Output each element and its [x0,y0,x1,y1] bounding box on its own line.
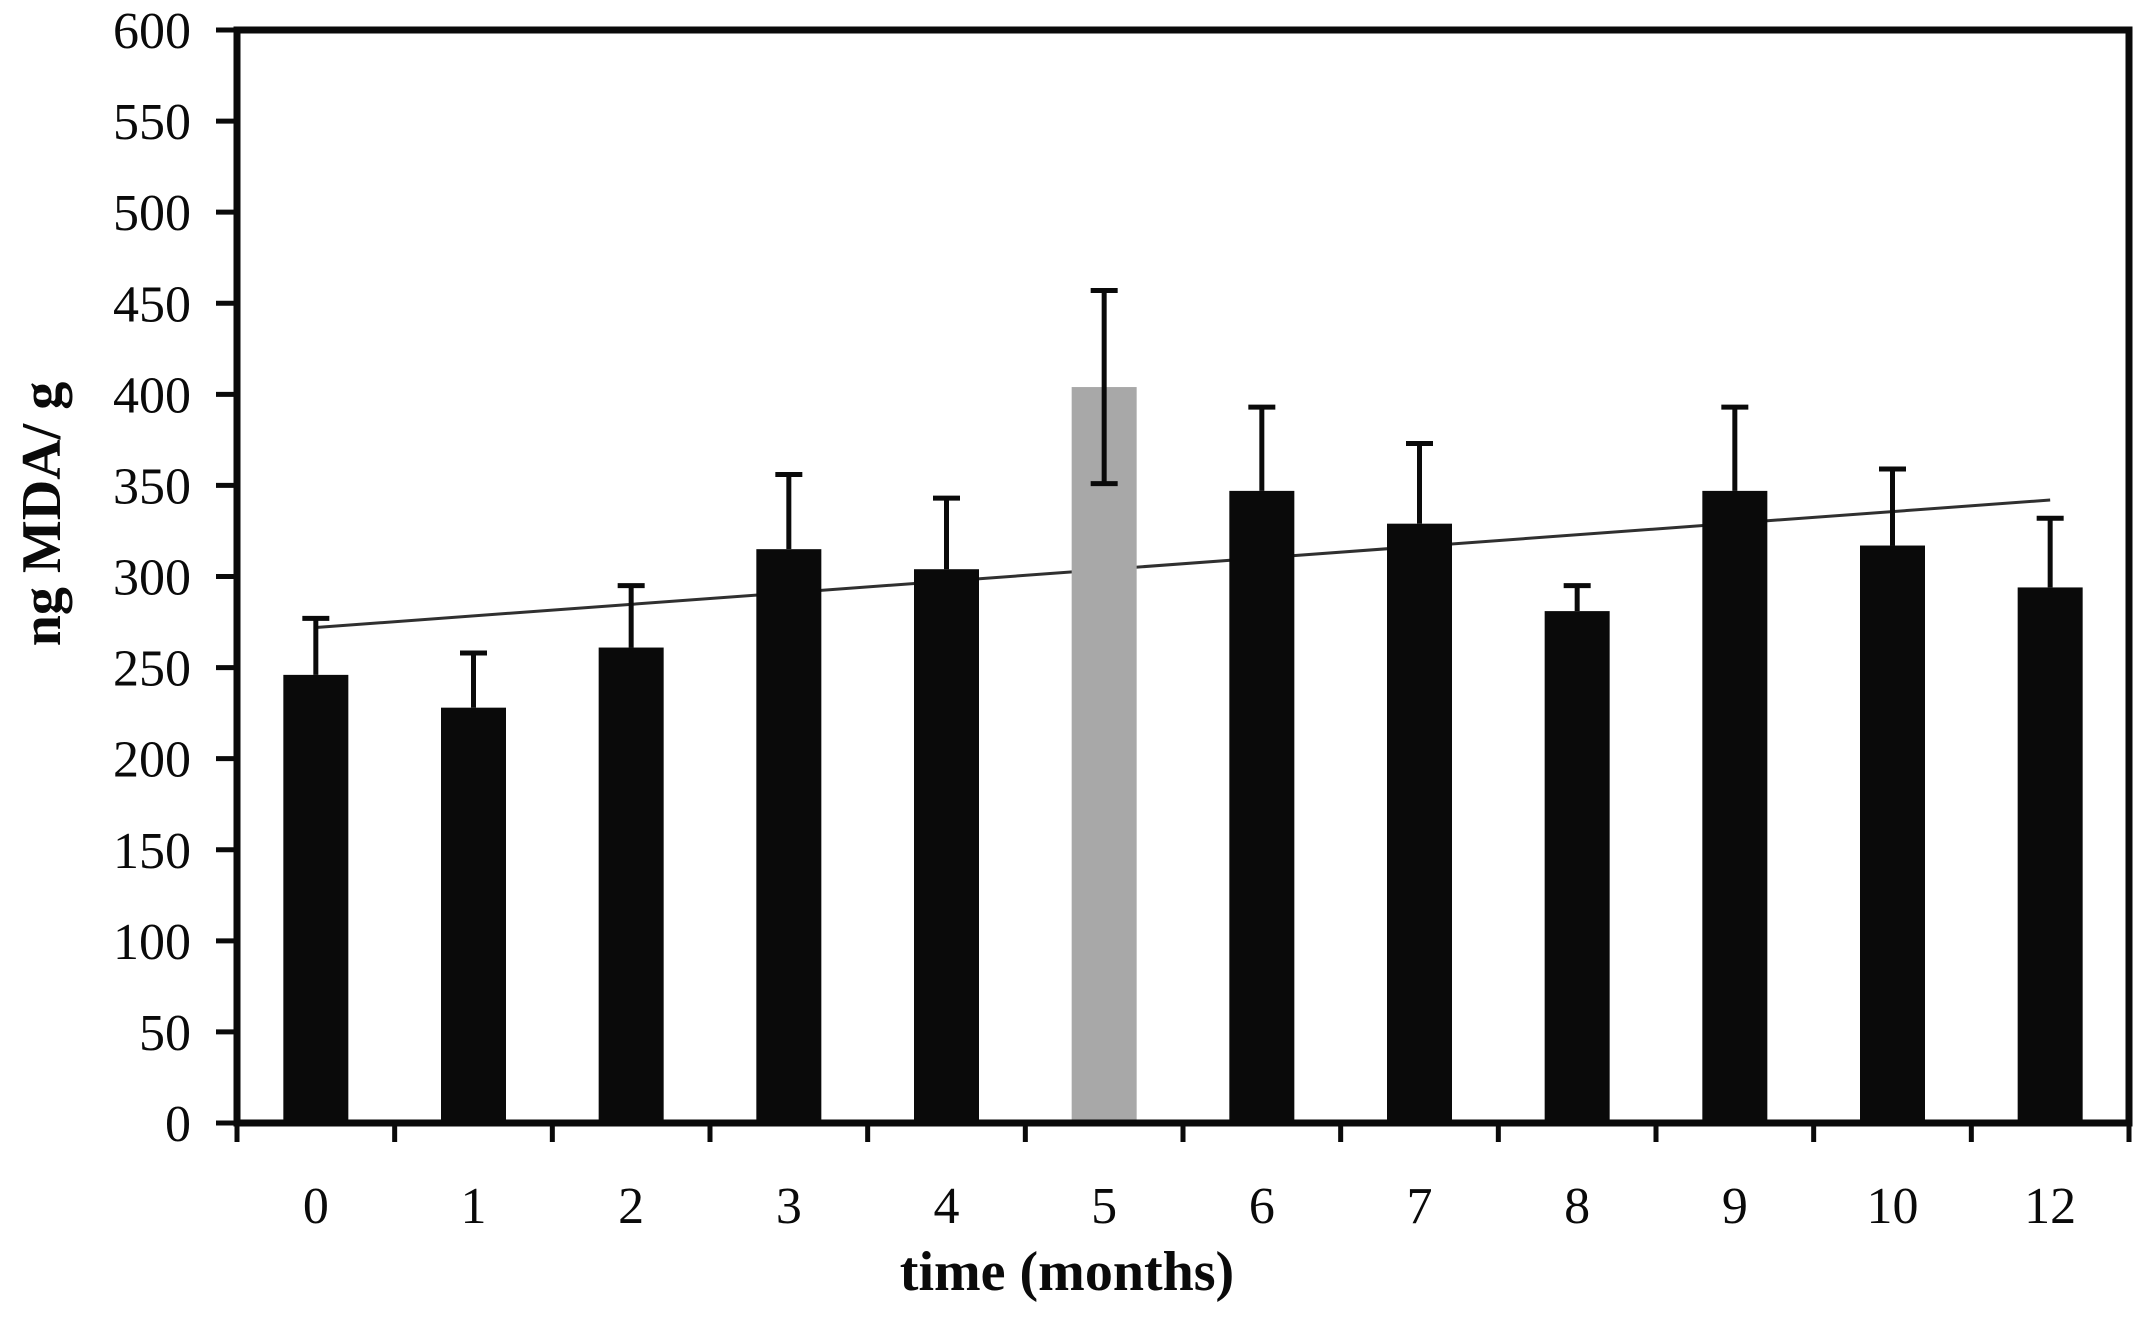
y-tick-label: 400 [113,367,191,424]
y-tick-label: 100 [113,914,191,971]
bar-month-6 [1229,490,1295,1123]
y-tick-label: 550 [113,94,191,151]
bar-month-9 [1702,490,1768,1123]
y-tick-label: 200 [113,732,191,789]
x-tick-label: 9 [1722,1178,1748,1235]
y-tick-label: 0 [165,1096,191,1153]
x-tick-label: 2 [618,1178,644,1235]
bar-month-4 [914,569,979,1123]
x-tick-label: 8 [1564,1178,1590,1235]
x-tick-label: 6 [1249,1178,1275,1235]
bar-month-0 [283,674,349,1123]
y-axis-title: ng MDA/ g [11,381,73,647]
x-tick-label: 5 [1091,1178,1117,1235]
bar-month-1 [441,707,506,1123]
bar-month-7 [1387,523,1452,1123]
y-tick-label: 300 [113,550,191,607]
x-tick-label: 10 [1867,1178,1919,1235]
bar-month-3 [756,549,822,1123]
x-tick-label: 7 [1407,1178,1433,1235]
trend-line [315,498,2051,630]
bar-month-12 [2017,587,2083,1123]
y-tick-label: 350 [113,458,191,515]
x-tick-label: 3 [776,1178,802,1235]
x-tick-label: 12 [2024,1178,2076,1235]
bar-month-5 [1071,387,1137,1124]
x-tick-label: 0 [303,1178,329,1235]
x-axis-title: time (months) [899,1241,1235,1303]
plot-frame [233,26,2133,1127]
bar-month-2 [598,647,664,1123]
x-tick-label: 4 [934,1178,960,1235]
y-tick-label: 250 [113,641,191,698]
bar-month-10 [1860,545,1925,1123]
x-tick-label: 1 [461,1178,487,1235]
y-tick-label: 600 [113,3,191,60]
y-tick-label: 150 [113,823,191,880]
y-tick-label: 450 [113,276,191,333]
y-tick-label: 500 [113,185,191,242]
y-tick-label: 50 [139,1005,191,1062]
bar-month-8 [1544,611,1610,1123]
